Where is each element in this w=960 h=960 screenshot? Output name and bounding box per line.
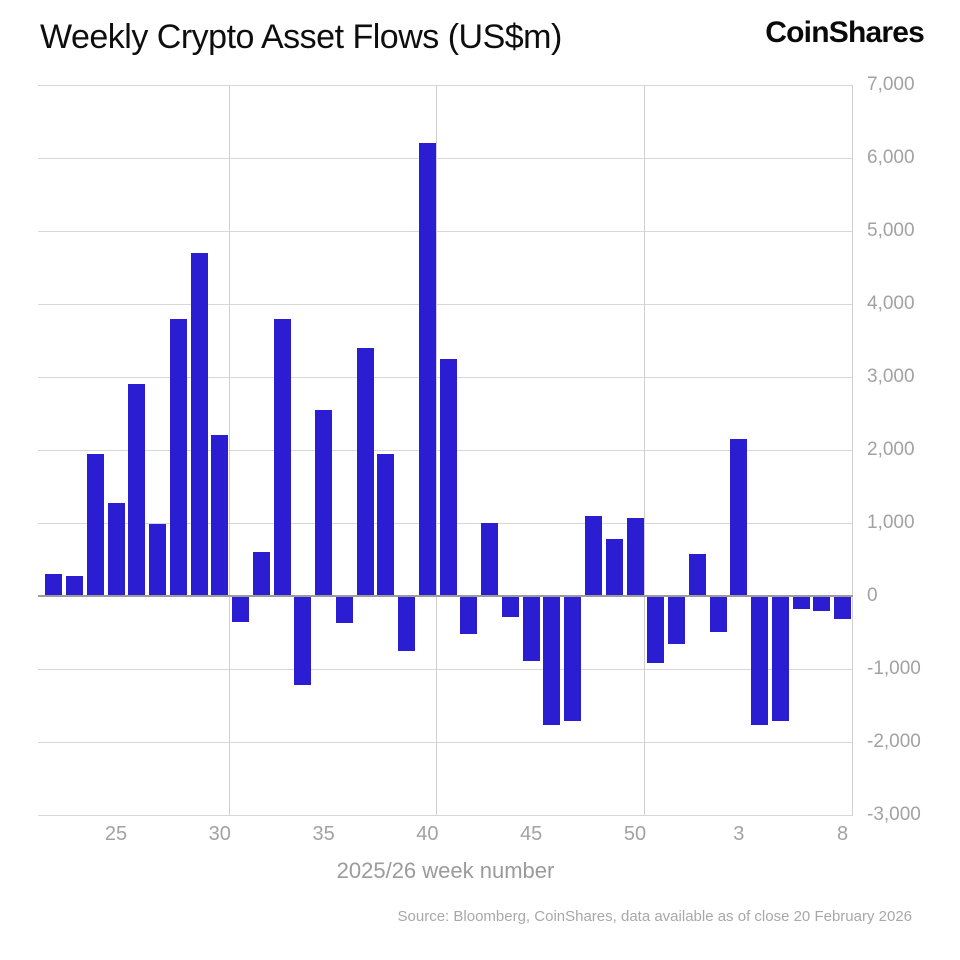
x-tick-label: 25 [104,823,128,845]
y-tick-label: 3,000 [867,366,915,387]
bar-week-6 [792,597,810,610]
gridline-h [38,814,853,816]
bar-week-31 [232,597,250,622]
bar-week-48 [584,515,602,596]
y-tick-label: -1,000 [867,658,921,679]
x-tick-label: 35 [312,823,335,845]
bar-week-49 [605,539,623,596]
bar-week-40 [418,143,436,596]
y-tick-label: 4,000 [867,293,915,314]
gridline-v [436,85,438,815]
bar-week-51 [647,597,665,663]
coinshares-logo: CoinShares [765,16,925,49]
bar-week-23 [65,575,83,596]
gridline-v [644,85,645,815]
gridline-v [228,85,230,815]
bar-week-34 [294,597,312,685]
gridline-h [38,157,853,159]
bar-week-52 [668,597,686,645]
bar-week-27 [149,524,167,596]
y-tick-label: 2,000 [867,439,915,460]
bar-week-46 [543,597,561,725]
x-tick-label: 30 [208,823,231,845]
bar-week-50 [626,517,644,596]
bar-week-38 [377,453,395,596]
bar-week-47 [564,597,582,722]
page-title: Weekly Crypto Asset Flows (US$m) [40,18,562,56]
x-tick-label: 3 [733,823,745,845]
y-tick-label: 1,000 [867,512,915,533]
gridline-h [38,741,853,743]
x-tick-label: 8 [837,823,849,845]
x-axis-title: 2025/26 week number [336,858,555,883]
plot-area [38,84,853,816]
bar-week-2 [709,597,727,633]
bar-week-30 [211,435,229,596]
gridline-h [38,230,853,232]
gridline-h [38,84,853,86]
bar-week-32 [252,552,270,596]
y-tick-label: 0 [867,585,878,606]
bar-week-33 [273,318,291,596]
y-tick-label: 7,000 [867,74,915,95]
x-tick-label: 50 [623,823,647,845]
y-tick-label: 5,000 [867,220,915,241]
bar-week-29 [190,252,208,596]
bar-week-43 [481,523,499,596]
bar-week-5 [771,597,789,722]
bar-week-42 [460,597,478,634]
bar-week-28 [169,318,187,596]
bar-week-39 [398,597,416,652]
gridline-v [851,85,853,815]
bar-week-1 [688,553,706,596]
zero-axis-line [38,595,853,597]
bar-week-4 [751,597,769,725]
y-tick-label: 6,000 [867,147,915,168]
bar-week-3 [730,439,748,596]
source-note: Source: Bloomberg, CoinShares, data avai… [397,908,912,925]
y-tick-label: -3,000 [867,804,921,825]
bar-week-45 [522,597,540,662]
bar-week-8 [834,597,852,619]
gridline-h [38,668,853,670]
bar-week-37 [356,347,374,596]
bar-week-26 [128,384,146,596]
bar-week-41 [439,358,457,596]
bar-week-44 [501,597,519,618]
x-tick-label: 45 [520,823,543,845]
bar-week-7 [813,597,831,611]
y-tick-label: -2,000 [867,731,921,752]
gridline-h [38,303,853,305]
bar-week-22 [45,574,63,596]
bar-week-36 [335,597,353,623]
bar-week-35 [315,409,333,596]
x-tick-label: 40 [416,823,439,845]
bar-week-25 [107,503,125,596]
bar-week-24 [86,453,104,596]
